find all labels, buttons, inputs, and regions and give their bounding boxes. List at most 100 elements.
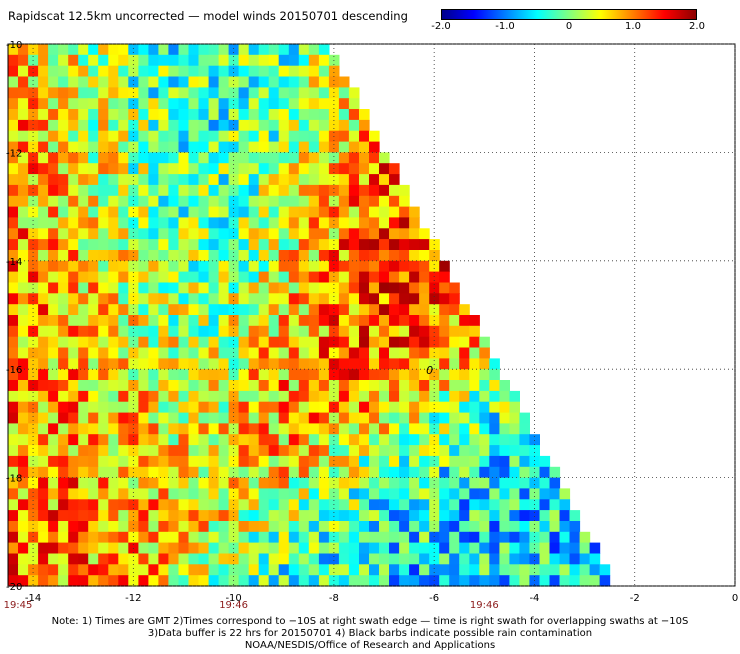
heatmap-cell xyxy=(238,141,250,153)
heatmap-cell xyxy=(509,510,520,522)
heatmap-cell xyxy=(429,347,440,359)
heatmap-cell xyxy=(218,499,230,511)
heatmap-cell xyxy=(148,455,159,468)
heatmap-cell xyxy=(469,412,480,424)
heatmap-cell xyxy=(178,553,190,565)
heatmap-cell xyxy=(128,434,139,446)
heatmap-cell xyxy=(348,358,360,370)
heatmap-cell xyxy=(348,325,360,338)
heatmap-cell xyxy=(268,206,280,218)
heatmap-cell xyxy=(128,87,139,99)
heatmap-cell xyxy=(208,76,220,88)
heatmap-cell xyxy=(409,564,420,576)
heatmap-cell xyxy=(268,423,280,435)
heatmap-cell xyxy=(178,434,190,446)
heatmap-cell xyxy=(268,401,280,414)
heatmap-cell xyxy=(278,184,290,197)
heatmap-cell xyxy=(198,531,210,544)
heatmap-cell xyxy=(178,130,190,143)
heatmap-cell xyxy=(459,531,470,544)
heatmap-cell xyxy=(298,575,310,587)
heatmap-cell xyxy=(298,369,310,381)
heatmap-cell xyxy=(208,65,220,78)
heatmap-cell xyxy=(8,434,19,446)
heatmap-cell xyxy=(389,195,400,208)
heatmap-cell xyxy=(308,65,320,78)
heatmap-cell xyxy=(429,260,440,273)
heatmap-cell xyxy=(88,44,99,56)
heatmap-cell xyxy=(38,510,49,522)
heatmap-cell xyxy=(168,44,179,56)
heatmap-cell xyxy=(18,315,29,327)
heatmap-cell xyxy=(218,141,230,153)
heatmap-cell xyxy=(18,499,29,511)
heatmap-cell xyxy=(248,76,260,88)
heatmap-cell xyxy=(328,109,340,121)
heatmap-cell xyxy=(328,250,340,262)
heatmap-cell xyxy=(519,553,530,565)
heatmap-cell xyxy=(499,423,510,435)
heatmap-cell xyxy=(88,174,99,186)
heatmap-cell xyxy=(158,380,169,392)
heatmap-cell xyxy=(18,109,29,121)
heatmap-cell xyxy=(288,380,300,392)
heatmap-cell xyxy=(98,499,109,511)
heatmap-cell xyxy=(88,347,99,359)
heatmap-cell xyxy=(68,119,79,132)
heatmap-cell xyxy=(168,521,179,533)
heatmap-cell xyxy=(308,130,320,143)
heatmap-cell xyxy=(8,325,19,338)
heatmap-cell xyxy=(188,184,200,197)
heatmap-cell xyxy=(268,293,280,305)
heatmap-cell xyxy=(158,315,169,327)
heatmap-cell xyxy=(28,184,39,197)
heatmap-cell xyxy=(569,575,581,587)
heatmap-cell xyxy=(419,271,430,283)
heatmap-cell xyxy=(208,531,220,544)
heatmap-cell xyxy=(88,488,99,500)
heatmap-cell xyxy=(268,239,280,251)
heatmap-cell xyxy=(128,304,139,316)
heatmap-cell xyxy=(288,477,300,489)
heatmap-cell xyxy=(48,217,59,229)
heatmap-cell xyxy=(359,369,370,381)
heatmap-cell xyxy=(338,76,350,88)
heatmap-cell xyxy=(148,466,159,479)
heatmap-cell xyxy=(278,130,290,143)
heatmap-cell xyxy=(328,271,340,283)
heatmap-cell xyxy=(328,293,340,305)
heatmap-cell xyxy=(318,553,330,565)
heatmap-cell xyxy=(158,260,169,273)
heatmap-cell xyxy=(218,228,230,240)
heatmap-cell xyxy=(68,358,79,370)
heatmap-cell xyxy=(118,250,129,262)
heatmap-cell xyxy=(128,44,139,56)
heatmap-cell xyxy=(88,315,99,327)
heatmap-cell xyxy=(268,98,280,110)
heatmap-cell xyxy=(228,260,240,273)
heatmap-cell xyxy=(78,304,89,316)
heatmap-cell xyxy=(108,87,119,99)
heatmap-cell xyxy=(138,390,149,403)
heatmap-cell xyxy=(168,564,179,576)
heatmap-cell xyxy=(489,423,500,435)
heatmap-cell xyxy=(399,217,410,229)
heatmap-cell xyxy=(379,499,390,511)
heatmap-cell xyxy=(298,336,310,349)
heatmap-cell xyxy=(218,477,230,489)
heatmap-cell xyxy=(8,564,19,576)
heatmap-cell xyxy=(359,553,370,565)
heatmap-cell xyxy=(118,271,129,283)
heatmap-cell xyxy=(328,141,340,153)
heatmap-cell xyxy=(238,325,250,338)
heatmap-cell xyxy=(128,325,139,338)
heatmap-cell xyxy=(288,564,300,576)
heatmap-cell xyxy=(469,488,480,500)
heatmap-cell xyxy=(98,76,109,88)
heatmap-cell xyxy=(479,510,490,522)
heatmap-cell xyxy=(68,293,79,305)
heatmap-cell xyxy=(118,521,129,533)
heatmap-cell xyxy=(298,455,310,468)
heatmap-cell xyxy=(409,434,420,446)
heatmap-cell xyxy=(188,423,200,435)
